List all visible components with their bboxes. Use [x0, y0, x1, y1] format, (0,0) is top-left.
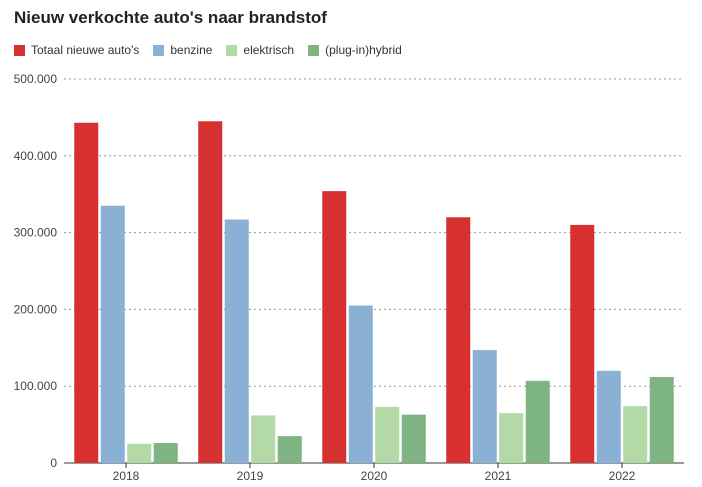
legend-swatch — [153, 44, 165, 56]
chart-legend: Totaal nieuwe auto's benzine elektrisch (pl… — [14, 43, 402, 57]
chart-title: Nieuw verkochte auto's naar brandstof — [14, 8, 327, 27]
legend-swatch — [226, 44, 238, 56]
bar — [525, 380, 550, 463]
bar — [198, 121, 223, 464]
x-tick-label: 2020 — [361, 469, 388, 483]
x-tick-label: 2022 — [609, 469, 636, 483]
bar — [472, 350, 497, 463]
legend-item: (plug-in)hybrid — [308, 43, 402, 57]
bar — [499, 413, 524, 463]
x-tick-label: 2019 — [237, 469, 264, 483]
bar — [570, 224, 595, 463]
legend-label: benzine — [170, 43, 213, 57]
y-tick-label: 300.000 — [14, 226, 58, 240]
legend-item: benzine — [153, 43, 212, 57]
bar — [277, 436, 302, 463]
bar — [623, 406, 648, 463]
legend-label: Totaal nieuwe auto's — [31, 43, 140, 57]
bar — [251, 415, 276, 463]
bar — [446, 217, 471, 463]
legend-label: (plug-in)hybrid — [325, 43, 402, 57]
legend-swatch — [14, 44, 25, 56]
y-tick-label: 100.000 — [14, 379, 58, 393]
y-tick-label: 400.000 — [14, 149, 58, 163]
bar — [375, 406, 400, 463]
x-tick-label: 2021 — [485, 469, 512, 483]
y-tick-label: 500.000 — [14, 72, 58, 86]
bar — [74, 122, 99, 463]
bar — [224, 219, 249, 463]
bar — [153, 443, 178, 463]
legend-item: Totaal nieuwe auto's — [14, 43, 139, 57]
bar — [401, 414, 426, 463]
bar — [348, 305, 373, 463]
legend-swatch — [308, 44, 320, 56]
y-tick-label: 200.000 — [14, 302, 58, 316]
bar — [322, 191, 347, 464]
bar — [100, 205, 125, 463]
bar — [596, 370, 621, 463]
bar — [649, 376, 674, 463]
legend-label: elektrisch — [243, 43, 295, 57]
bar — [127, 443, 152, 463]
legend-item: elektrisch — [226, 43, 294, 57]
x-tick-label: 2018 — [113, 469, 140, 483]
y-tick-label: 0 — [50, 456, 57, 470]
